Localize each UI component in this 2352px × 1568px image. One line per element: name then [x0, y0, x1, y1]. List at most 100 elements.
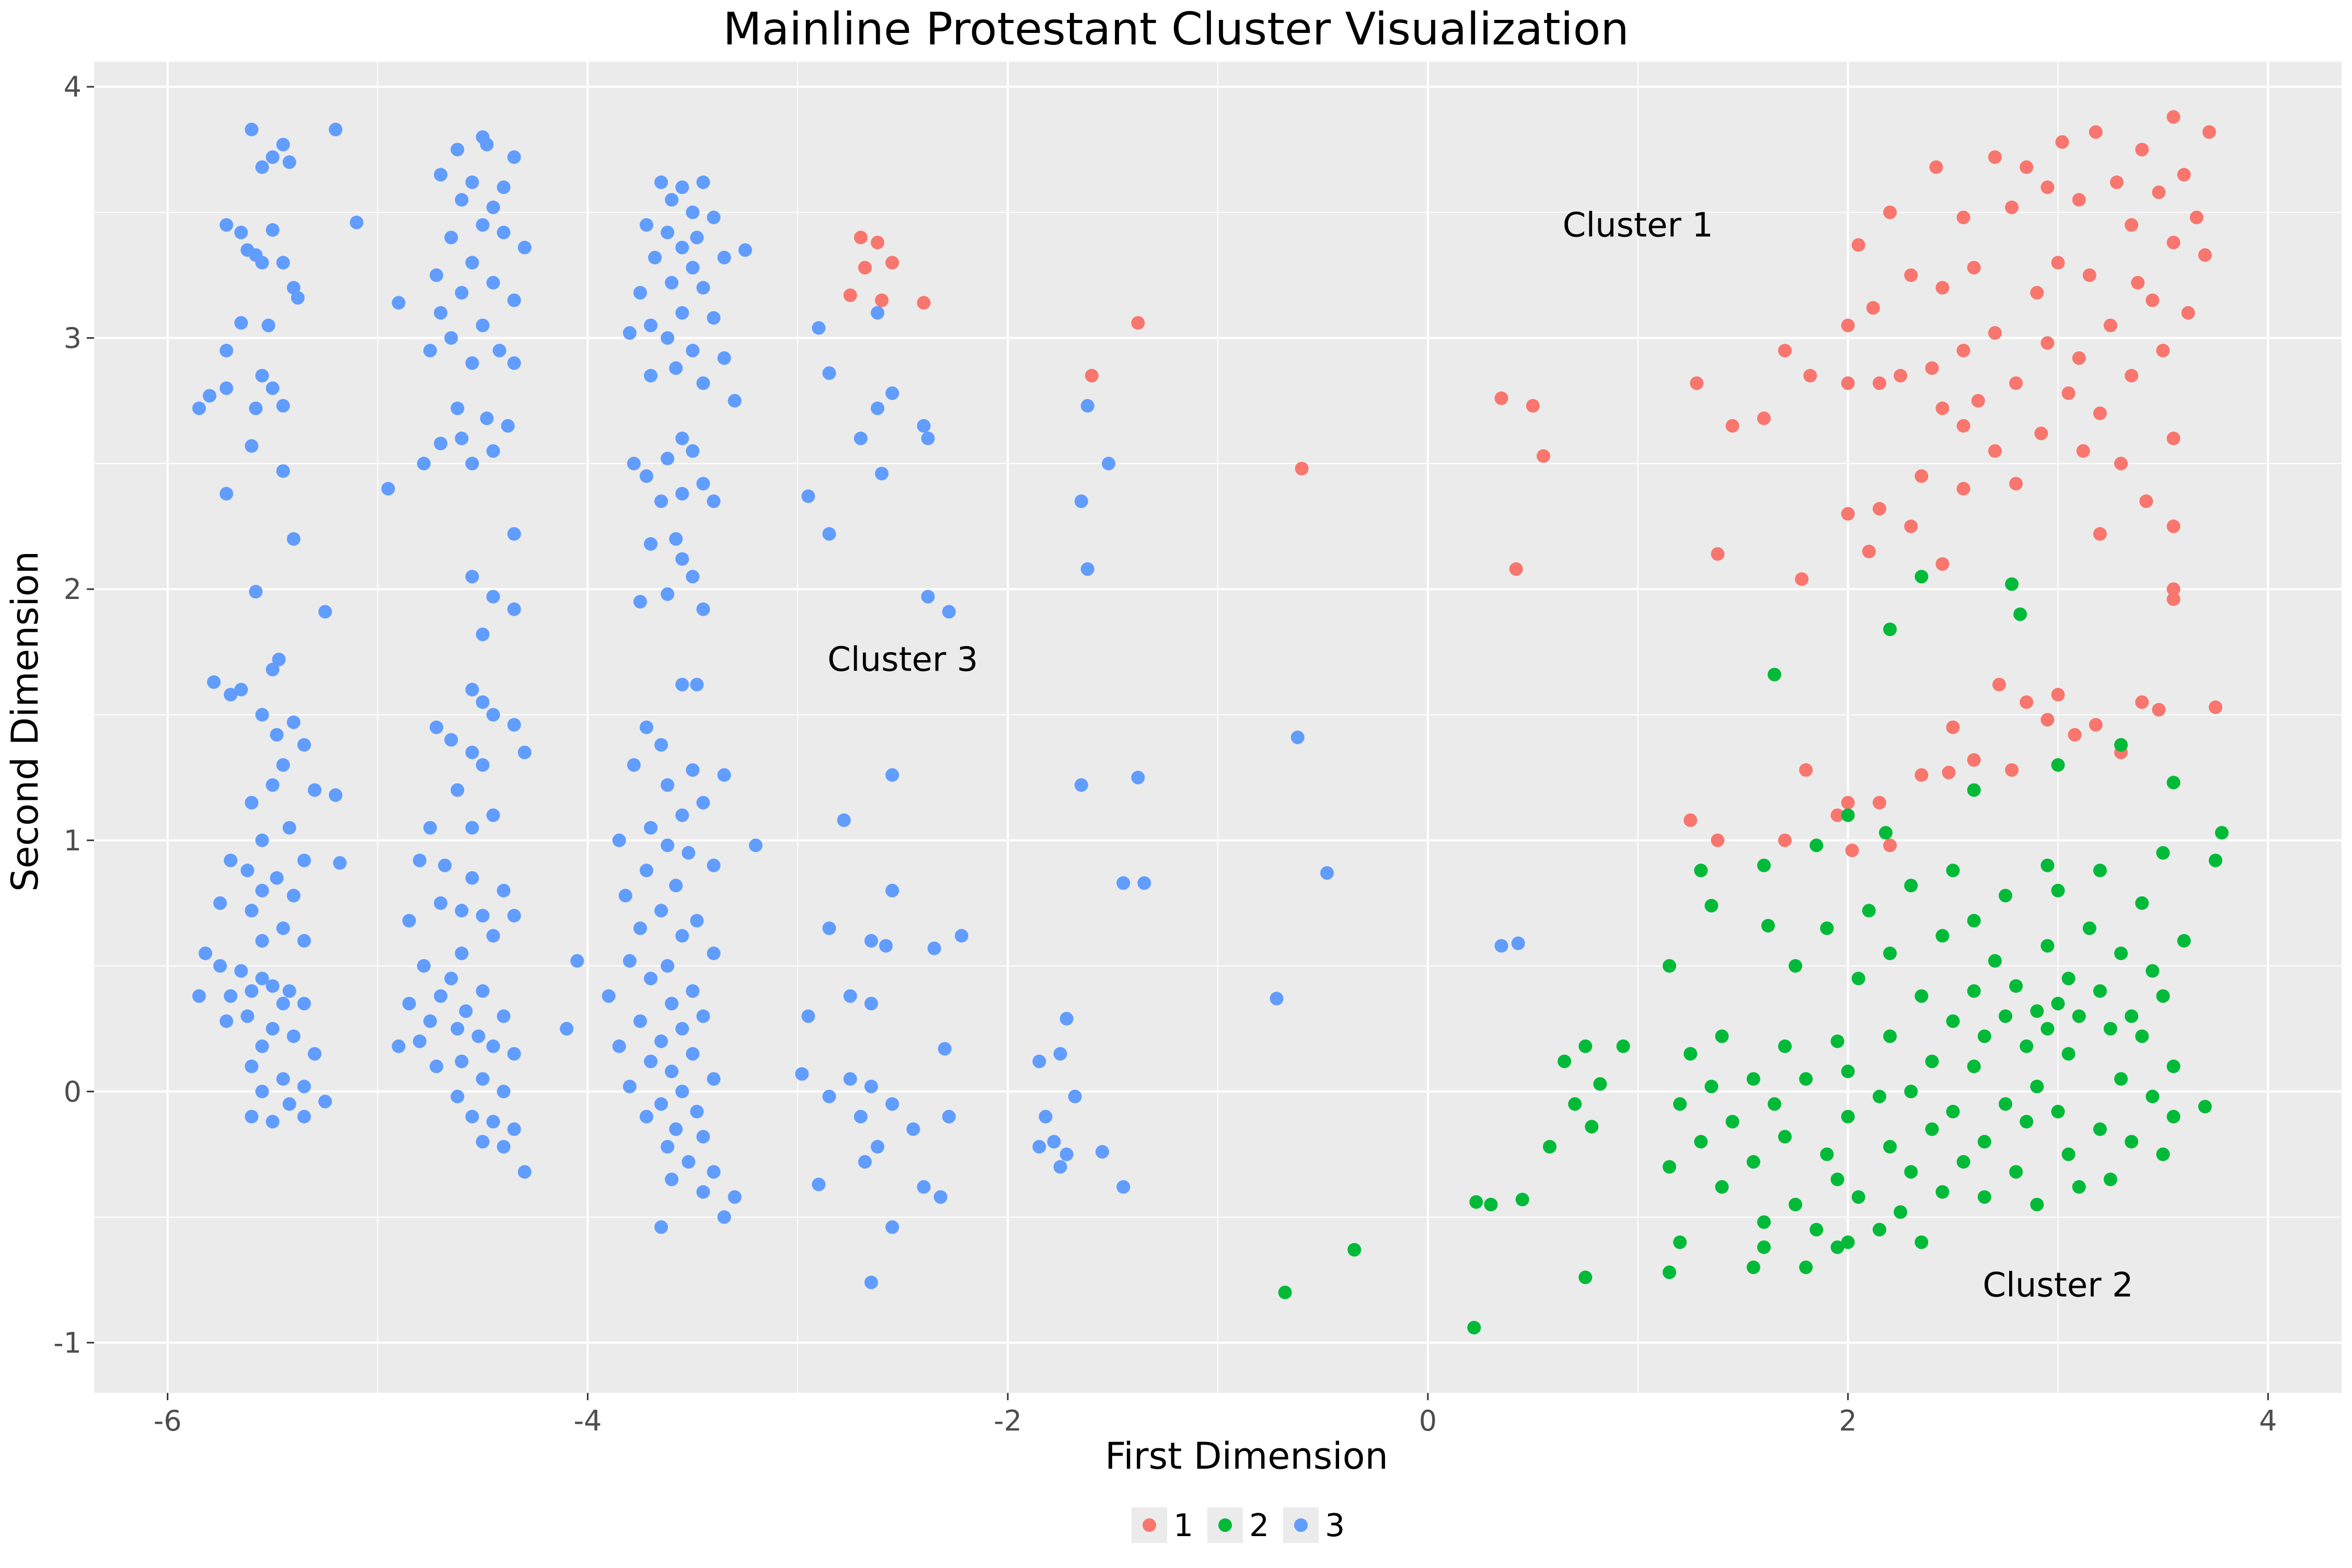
data-point-cluster-1 — [885, 256, 900, 270]
data-point-cluster-1 — [2166, 431, 2181, 445]
data-point-cluster-3 — [444, 331, 458, 345]
data-point-cluster-3 — [942, 605, 956, 619]
data-point-cluster-3 — [291, 291, 305, 305]
data-point-cluster-1 — [1757, 411, 1771, 425]
data-point-cluster-2 — [1757, 1215, 1771, 1229]
data-point-cluster-3 — [690, 230, 704, 245]
data-point-cluster-2 — [1977, 1135, 1991, 1149]
data-point-cluster-2 — [1768, 1097, 1781, 1111]
data-point-cluster-1 — [1799, 763, 1813, 777]
data-point-cluster-1 — [1992, 677, 2006, 691]
data-point-cluster-3 — [430, 268, 443, 282]
data-point-cluster-3 — [690, 914, 704, 928]
data-point-cluster-3 — [661, 225, 675, 239]
data-point-cluster-3 — [696, 1129, 710, 1144]
data-point-cluster-3 — [675, 431, 689, 445]
data-point-cluster-1 — [1967, 753, 1981, 767]
data-point-cluster-3 — [220, 487, 234, 501]
data-point-cluster-2 — [2051, 1104, 2065, 1119]
data-point-cluster-1 — [2110, 175, 2124, 189]
data-point-cluster-3 — [207, 675, 221, 689]
data-point-cluster-2 — [1883, 622, 1897, 637]
data-point-cluster-3 — [812, 321, 826, 335]
data-point-cluster-3 — [266, 150, 280, 164]
data-point-cluster-2 — [2030, 1004, 2044, 1018]
data-point-cluster-3 — [1102, 456, 1115, 470]
data-point-cluster-3 — [255, 160, 269, 174]
data-point-cluster-3 — [297, 1110, 311, 1124]
data-point-cluster-3 — [270, 728, 284, 742]
data-point-cluster-3 — [434, 436, 448, 451]
data-point-cluster-3 — [843, 1072, 857, 1086]
data-point-cluster-3 — [507, 150, 521, 164]
data-point-cluster-2 — [2093, 1122, 2107, 1136]
data-point-cluster-2 — [1757, 858, 1771, 872]
data-point-cluster-3 — [921, 431, 935, 445]
x-axis-ticks: -6 -4 -2 0 2 4 — [154, 1393, 2277, 1437]
data-point-cluster-3 — [486, 444, 500, 458]
data-point-cluster-1 — [2093, 527, 2107, 541]
data-point-cluster-1 — [1956, 211, 1970, 224]
data-point-cluster-1 — [1988, 150, 2002, 164]
data-point-cluster-1 — [1956, 419, 1970, 433]
data-point-cluster-3 — [451, 401, 465, 416]
data-point-cluster-3 — [276, 758, 290, 772]
data-point-cluster-1 — [2020, 160, 2034, 174]
data-point-cluster-3 — [927, 941, 941, 955]
data-point-cluster-3 — [308, 1047, 321, 1061]
data-point-cluster-3 — [497, 225, 511, 239]
data-point-cluster-3 — [220, 1014, 234, 1028]
data-point-cluster-3 — [507, 908, 521, 923]
data-point-cluster-3 — [707, 311, 721, 325]
data-point-cluster-2 — [2040, 939, 2055, 953]
data-point-cluster-3 — [318, 1094, 332, 1109]
data-point-cluster-3 — [665, 997, 679, 1011]
data-point-cluster-3 — [921, 590, 935, 604]
y-tick-label: 3 — [64, 322, 82, 355]
data-point-cluster-3 — [220, 381, 234, 395]
data-point-cluster-3 — [282, 1097, 296, 1111]
data-point-cluster-1 — [1841, 376, 1855, 390]
data-point-cluster-3 — [465, 175, 479, 189]
data-point-cluster-3 — [476, 1072, 490, 1086]
data-point-cluster-3 — [612, 1039, 626, 1053]
data-point-cluster-1 — [2125, 218, 2139, 232]
data-point-cluster-2 — [1715, 1029, 1729, 1043]
data-point-cluster-2 — [1946, 1014, 1960, 1028]
data-point-cluster-1 — [1967, 261, 1981, 275]
data-point-cluster-3 — [255, 368, 269, 383]
data-point-cluster-2 — [2020, 1039, 2034, 1053]
data-point-cluster-3 — [234, 225, 248, 239]
data-point-cluster-3 — [391, 296, 406, 310]
data-point-cluster-3 — [245, 122, 259, 136]
data-point-cluster-3 — [444, 733, 458, 747]
data-point-cluster-3 — [286, 1029, 301, 1043]
data-point-cluster-3 — [906, 1122, 920, 1136]
data-point-cluster-3 — [517, 240, 532, 255]
data-point-cluster-3 — [486, 1039, 500, 1053]
data-point-cluster-2 — [2166, 1110, 2181, 1124]
data-point-cluster-3 — [917, 1180, 931, 1194]
data-point-cluster-3 — [661, 959, 675, 973]
data-point-cluster-1 — [2114, 456, 2128, 470]
data-point-cluster-3 — [602, 989, 616, 1003]
data-point-cluster-2 — [2061, 1047, 2076, 1061]
y-tick-label: 4 — [64, 71, 82, 103]
data-point-cluster-1 — [1925, 361, 1939, 375]
data-point-cluster-2 — [1746, 1260, 1760, 1274]
data-point-cluster-3 — [661, 838, 675, 852]
data-point-cluster-1 — [1929, 160, 1943, 174]
data-point-cluster-2 — [1704, 1079, 1719, 1093]
data-point-cluster-3 — [1039, 1110, 1053, 1124]
data-point-cluster-3 — [423, 1014, 437, 1028]
data-point-cluster-3 — [192, 401, 206, 416]
data-point-cluster-3 — [864, 997, 878, 1011]
legend-key-marker — [1143, 1518, 1156, 1532]
data-point-cluster-1 — [2009, 477, 2023, 491]
data-point-cluster-3 — [434, 168, 448, 182]
data-point-cluster-3 — [255, 708, 269, 722]
data-point-cluster-1 — [2082, 268, 2096, 282]
data-point-cluster-3 — [486, 929, 500, 943]
data-point-cluster-3 — [665, 1064, 679, 1078]
data-point-cluster-3 — [249, 401, 263, 416]
